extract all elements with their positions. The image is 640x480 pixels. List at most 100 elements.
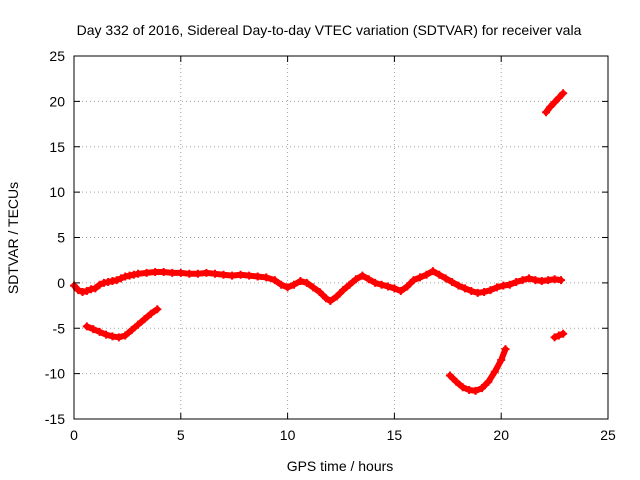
y-tick-label: 10 — [49, 184, 65, 200]
chart-title: Day 332 of 2016, Sidereal Day-to-day VTE… — [77, 22, 582, 38]
axis-ticks: 0 5 10 15 20 25 -15 -10 -5 0 5 10 15 20 25 — [45, 48, 616, 443]
data-point — [140, 315, 149, 324]
y-tick-label: -10 — [45, 366, 65, 382]
data-point — [383, 282, 392, 291]
data-point — [554, 331, 563, 340]
x-tick-label: 5 — [177, 427, 185, 443]
x-axis-label: GPS time / hours — [287, 458, 394, 474]
data-point — [435, 270, 444, 279]
data-point — [501, 345, 510, 354]
data-point — [112, 276, 121, 285]
data-point — [486, 286, 495, 295]
y-tick-label: 20 — [49, 93, 65, 109]
data-point — [339, 286, 348, 295]
data-point — [127, 326, 136, 335]
data-point — [82, 287, 91, 296]
data-point — [557, 276, 566, 285]
data-point — [146, 309, 155, 318]
y-tick-label: 25 — [49, 48, 65, 64]
data-point — [253, 272, 262, 281]
data-point — [416, 273, 425, 282]
data-point — [471, 386, 480, 395]
data-point — [185, 269, 194, 278]
data-point — [95, 280, 104, 289]
data-point — [74, 286, 83, 295]
data-point — [448, 277, 457, 286]
data-point — [422, 270, 431, 279]
data-point — [484, 377, 493, 386]
data-point — [134, 269, 143, 278]
data-point — [403, 282, 412, 291]
data-point — [91, 284, 100, 293]
data-point — [270, 276, 279, 285]
data-point — [477, 384, 486, 393]
data-point — [315, 287, 324, 296]
data-point — [168, 268, 177, 277]
data-point — [134, 320, 143, 329]
data-point — [210, 269, 219, 278]
data-point — [116, 274, 125, 283]
data-point — [351, 275, 360, 284]
y-tick-label: -5 — [53, 320, 66, 336]
x-tick-label: 20 — [493, 427, 509, 443]
data-point — [490, 367, 499, 376]
data-point — [114, 333, 123, 342]
data-point — [390, 284, 399, 293]
x-tick-label: 10 — [280, 427, 296, 443]
y-axis-label: SDTVAR / TECUs — [5, 182, 21, 294]
data-point — [358, 271, 367, 280]
data-point — [102, 330, 111, 339]
data-point — [296, 277, 305, 286]
data-point — [151, 267, 160, 276]
y-tick-label: 5 — [57, 230, 65, 246]
data-point — [512, 277, 521, 286]
data-point — [497, 356, 506, 365]
data-point — [219, 270, 228, 279]
data-point — [371, 278, 380, 287]
data-point — [542, 108, 551, 117]
x-tick-label: 15 — [387, 427, 403, 443]
data-point — [142, 268, 151, 277]
data-point — [159, 267, 168, 276]
x-tick-label: 25 — [600, 427, 616, 443]
data-point — [546, 102, 555, 111]
data-point — [364, 275, 373, 284]
data-point — [262, 273, 271, 282]
data-point — [458, 383, 467, 392]
data-point — [95, 327, 104, 336]
data-point — [550, 98, 559, 107]
y-tick-label: -15 — [45, 411, 65, 427]
data-point — [492, 283, 501, 292]
data-point — [550, 333, 559, 342]
data-point — [322, 294, 331, 303]
data-point — [290, 280, 299, 289]
data-point — [176, 268, 185, 277]
data-point — [467, 287, 476, 296]
data-point — [559, 329, 568, 338]
data-point — [236, 270, 245, 279]
data-point — [409, 276, 418, 285]
series-trace — [446, 346, 509, 394]
data-point — [460, 284, 469, 293]
data-point — [445, 371, 454, 380]
data-point — [518, 276, 527, 285]
data-point — [452, 377, 461, 386]
data-point — [524, 274, 533, 283]
data-point — [121, 331, 130, 340]
data-point — [559, 89, 568, 98]
data-point — [193, 269, 202, 278]
x-tick-label: 0 — [70, 427, 78, 443]
data-point — [454, 281, 463, 290]
data-point — [441, 274, 450, 283]
data-point — [345, 280, 354, 289]
data-point — [283, 283, 292, 292]
y-tick-label: 15 — [49, 139, 65, 155]
data-point — [396, 287, 405, 296]
data-point — [89, 325, 98, 334]
data-point — [277, 280, 286, 289]
data-marks — [70, 89, 568, 395]
data-point — [302, 278, 311, 287]
data-point — [505, 280, 514, 289]
